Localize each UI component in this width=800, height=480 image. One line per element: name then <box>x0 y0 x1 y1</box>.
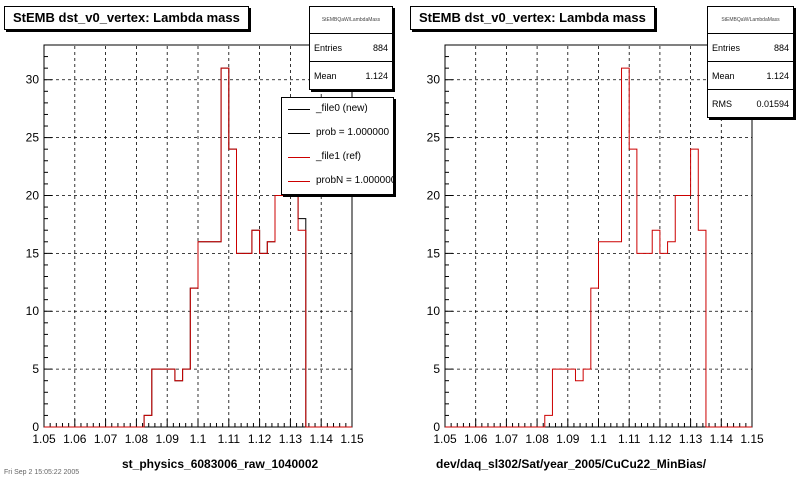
right-stats-entries: Entries 884 <box>708 34 793 62</box>
left-histogram-panel: 1.05 1.06 1.07 1.08 1.09 1.1 1.11 1.12 1.13 1.14 1… <box>4 6 394 476</box>
x-tick-label: 1.13 <box>279 432 303 446</box>
y-tick-label: 30 <box>26 73 40 87</box>
y-tick-label: 0 <box>433 420 440 434</box>
y-tick-label: 10 <box>427 304 441 318</box>
left-legend: _file0 (new) prob = 1.000000 _file1 (ref… <box>281 97 394 195</box>
x-tick-label: 1.14 <box>310 432 334 446</box>
y-tick-label: 5 <box>32 362 39 376</box>
y-tick-label: 15 <box>26 246 40 260</box>
y-tick-label: 20 <box>26 188 40 202</box>
y-tick-label: 0 <box>32 420 39 434</box>
x-tick-label: 1.09 <box>556 432 580 446</box>
legend-line-black <box>288 133 310 134</box>
x-tick-label: 1.06 <box>464 432 488 446</box>
timestamp-footer: Fri Sep 2 15:05:22 2005 <box>4 469 80 476</box>
x-tick-label: 1.13 <box>679 432 703 446</box>
legend-label-probN: probN = 1.000000 <box>316 175 394 186</box>
left-stats-header: StEMBQaW/LambdaMass <box>310 7 392 34</box>
right-stats-box: StEMBQaW/LambdaMass Entries 884 Mean 1.1… <box>707 6 794 118</box>
right-stats-rms-value: 0.01594 <box>756 99 789 109</box>
legend-line-red <box>288 181 310 182</box>
y-tick-label: 10 <box>26 304 40 318</box>
x-tick-label: 1.12 <box>248 432 272 446</box>
legend-label-file0: _file0 (new) <box>316 103 368 114</box>
histogram-series-ref <box>445 67 752 428</box>
left-stats-mean-label: Mean <box>314 71 337 81</box>
y-tick-label: 5 <box>433 362 440 376</box>
right-stats-rms: RMS 0.01594 <box>708 90 793 117</box>
legend-line-red <box>288 157 310 158</box>
x-tick-label: 1.12 <box>648 432 672 446</box>
legend-entry-prob: prob = 1.000000 <box>282 122 393 146</box>
left-stats-entries-value: 884 <box>372 43 388 53</box>
x-tick-label: 1.07 <box>495 432 519 446</box>
legend-line-black <box>288 109 310 110</box>
right-histogram-panel: 1.05 1.06 1.07 1.08 1.09 1.1 1.11 1.12 1.13 1.14 1… <box>400 0 800 480</box>
left-stats-mean-value: 1.124 <box>365 71 388 81</box>
right-chart-title: StEMB dst_v0_vertex: Lambda mass <box>410 6 655 30</box>
legend-entry-probN: probN = 1.000000 <box>282 170 393 194</box>
y-tick-label: 15 <box>427 246 441 260</box>
right-stats-mean-label: Mean <box>712 71 735 81</box>
left-stats-mean: Mean 1.124 <box>310 62 392 89</box>
x-tick-label: 1.05 <box>32 432 56 446</box>
legend-label-prob: prob = 1.000000 <box>316 127 390 138</box>
y-tick-label: 25 <box>26 131 40 145</box>
legend-label-file1: _file1 (ref) <box>316 151 362 162</box>
left-x-axis-label: st_physics_6083006_raw_1040002 <box>122 457 319 471</box>
x-tick-label: 1.15 <box>740 432 764 446</box>
x-tick-label: 1.08 <box>525 432 549 446</box>
x-tick-label: 1.11 <box>218 432 241 446</box>
right-stats-header: StEMBQaW/LambdaMass <box>708 7 793 34</box>
x-tick-label: 1.06 <box>63 432 87 446</box>
x-tick-label: 1.1 <box>590 432 607 446</box>
left-stats-entries: Entries 884 <box>310 34 392 62</box>
x-tick-label: 1.15 <box>340 432 364 446</box>
legend-entry-file1: _file1 (ref) <box>282 146 393 170</box>
right-stats-entries-label: Entries <box>712 43 741 53</box>
x-tick-label: 1.08 <box>125 432 149 446</box>
x-tick-label: 1.11 <box>618 432 641 446</box>
x-tick-label: 1.1 <box>190 432 207 446</box>
legend-entry-file0: _file0 (new) <box>282 98 393 122</box>
right-x-axis-label: dev/daq_sl302/Sat/year_2005/CuCu22_MinBi… <box>436 457 707 471</box>
y-tick-label: 20 <box>427 188 441 202</box>
right-stats-rms-label: RMS <box>712 99 732 109</box>
left-stats-entries-label: Entries <box>314 43 343 53</box>
right-histogram-plot: 1.05 1.06 1.07 1.08 1.09 1.1 1.11 1.12 1.13 1.14 1… <box>427 44 764 446</box>
left-chart-title: StEMB dst_v0_vertex: Lambda mass <box>4 6 249 30</box>
y-tick-label: 25 <box>427 131 441 145</box>
y-tick-label: 30 <box>427 73 441 87</box>
right-stats-mean-value: 1.124 <box>766 71 789 81</box>
x-tick-label: 1.07 <box>94 432 118 446</box>
left-stats-box: StEMBQaW/LambdaMass Entries 884 Mean 1.1… <box>309 6 393 90</box>
right-stats-mean: Mean 1.124 <box>708 62 793 90</box>
right-stats-entries-value: 884 <box>773 43 789 53</box>
x-tick-label: 1.05 <box>433 432 457 446</box>
x-tick-label: 1.09 <box>156 432 180 446</box>
x-tick-label: 1.14 <box>710 432 734 446</box>
